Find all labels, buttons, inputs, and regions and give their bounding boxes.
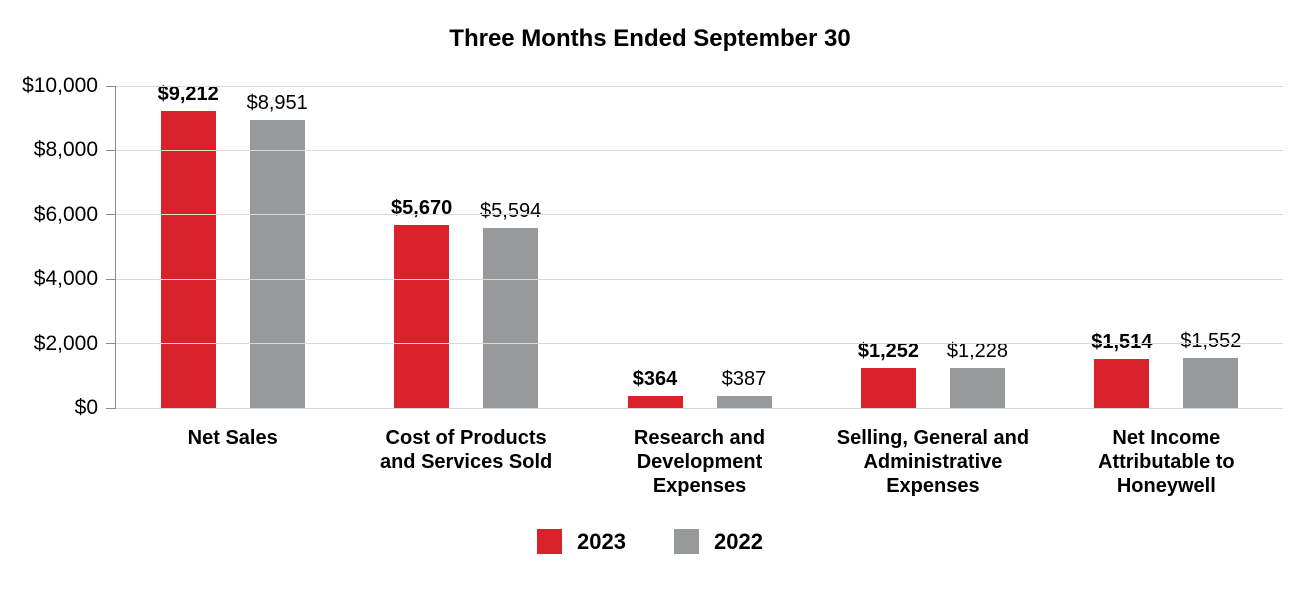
category-label: Net Income Attributable to Honeywell — [1098, 427, 1235, 497]
bar-2023 — [1094, 359, 1150, 408]
y-axis-line — [115, 86, 116, 408]
y-axis-tick — [106, 214, 116, 216]
value-label-2023: $1,252 — [857, 339, 920, 362]
legend-label: 2023 — [577, 529, 626, 554]
bar-group: $1,514 $1,552 — [1050, 86, 1283, 408]
y-gridline — [116, 407, 1283, 409]
legend-swatch-icon — [674, 529, 699, 554]
y-axis-tick — [106, 149, 116, 151]
category-label: Selling, General and Administrative Expens… — [836, 427, 1030, 497]
y-axis-label: $8,000 — [33, 138, 98, 162]
bar-slot-2022: $5,594 — [480, 86, 542, 408]
category-label: Cost of Products and Services Sold — [379, 427, 553, 473]
bar-slot-2022: $387 — [716, 86, 772, 408]
bar-2022 — [1183, 358, 1239, 408]
chart-title: Three Months Ended September 30 — [449, 25, 851, 52]
bar-group: $1,252 $1,228 — [816, 86, 1049, 408]
chart-area: $9,212 $8,951 $5,670 $5,594 $364 $387 $1,252 $1… — [0, 75, 1300, 419]
value-label-2023: $9,212 — [157, 83, 219, 106]
bar-2023 — [860, 367, 916, 408]
bar-2022 — [949, 368, 1005, 408]
value-label-2022: $8,951 — [246, 91, 308, 114]
y-gridline — [116, 214, 1283, 216]
legend-item-2023: 2023 — [537, 529, 626, 554]
y-axis-label: $2,000 — [33, 331, 98, 355]
y-axis-tick — [106, 343, 116, 345]
bar-2022 — [249, 119, 305, 408]
bar-slot-2023: $364 — [627, 86, 683, 408]
bar-slot-2023: $1,514 — [1091, 86, 1153, 408]
value-label-2022: $1,228 — [946, 340, 1009, 363]
y-axis-label: $10,000 — [22, 74, 98, 97]
bar-2022 — [483, 227, 539, 408]
legend-swatch-icon — [537, 529, 563, 554]
y-gridline — [116, 278, 1283, 280]
legend-item-2022: 2022 — [674, 529, 763, 554]
bar-2023 — [160, 111, 216, 408]
value-label-2023: $364 — [632, 368, 678, 391]
bar-group: $5,670 $5,594 — [349, 86, 582, 408]
legend: 2023 2022 — [0, 529, 1300, 554]
y-axis-label: $0 — [74, 396, 98, 419]
bar-slot-2023: $5,670 — [391, 86, 453, 408]
value-label-2022: $5,594 — [480, 199, 542, 222]
value-label-2022: $387 — [721, 367, 767, 390]
y-axis-label: $6,000 — [33, 202, 98, 226]
bar-slot-2022: $8,951 — [246, 86, 308, 408]
bar-group: $9,212 $8,951 — [116, 83, 349, 408]
bar-2022 — [716, 395, 772, 408]
value-label-2022: $1,552 — [1180, 330, 1242, 353]
category-label: Research and Development Expenses — [633, 427, 766, 497]
y-axis-tick — [106, 85, 116, 87]
bar-slot-2022: $1,228 — [946, 86, 1009, 408]
legend-label: 2022 — [714, 529, 763, 554]
category-labels: Net Sales Cost of Products and Services So… — [116, 426, 1283, 498]
y-gridline — [116, 149, 1283, 151]
y-gridline — [116, 343, 1283, 345]
bar-2023 — [394, 225, 450, 408]
value-label-2023: $1,514 — [1091, 331, 1153, 354]
value-label-2023: $5,670 — [391, 197, 453, 220]
bar-group: $364 $387 — [583, 86, 816, 408]
y-axis-tick — [106, 278, 116, 280]
category-label: Net Sales — [187, 427, 278, 449]
bar-2023 — [627, 396, 683, 408]
y-gridline — [116, 85, 1283, 87]
bar-slot-2023: $1,252 — [857, 86, 920, 408]
y-axis-label: $4,000 — [33, 267, 98, 291]
bar-slot-2023: $9,212 — [157, 83, 219, 408]
bar-groups: $9,212 $8,951 $5,670 $5,594 $364 $387 $1,252 $1… — [116, 83, 1283, 408]
y-axis-tick — [106, 407, 116, 409]
bar-slot-2022: $1,552 — [1180, 86, 1242, 408]
plot-area: $9,212 $8,951 $5,670 $5,594 $364 $387 $1,252 $1… — [106, 83, 1283, 409]
